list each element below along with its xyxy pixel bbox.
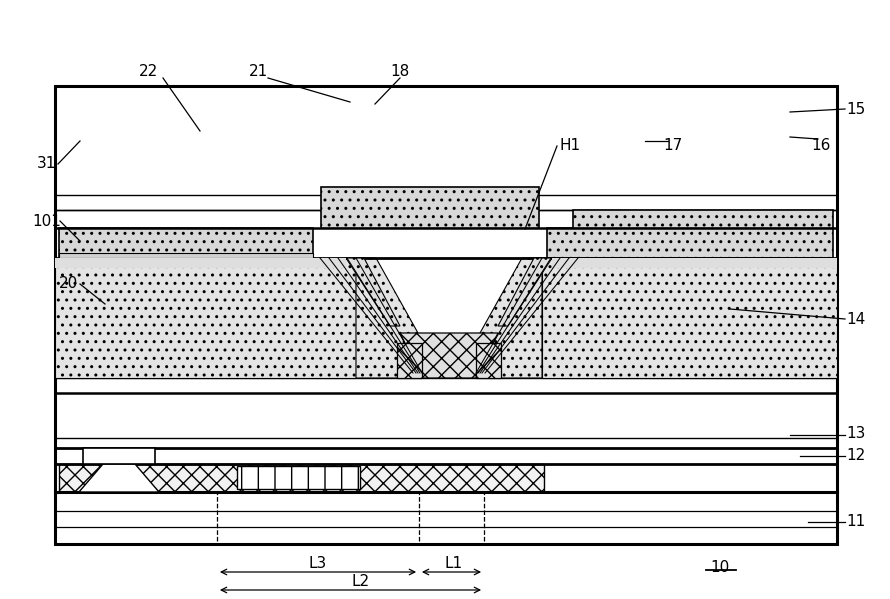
Bar [83, 448, 155, 464]
Text: 13: 13 [846, 426, 866, 441]
Text: 16: 16 [812, 138, 830, 153]
Text: 101: 101 [33, 213, 61, 228]
Text: 21: 21 [248, 65, 268, 80]
Bar [59, 228, 313, 258]
Polygon shape [55, 258, 346, 268]
Text: 17: 17 [663, 138, 683, 153]
Polygon shape [498, 258, 552, 326]
Polygon shape [466, 258, 542, 378]
Bar [397, 343, 422, 378]
Text: L1: L1 [444, 555, 463, 570]
Bar [573, 210, 833, 228]
Text: 10: 10 [710, 559, 730, 574]
Text: 20: 20 [59, 277, 77, 292]
Text: 11: 11 [846, 515, 866, 530]
Bar [237, 466, 360, 489]
Polygon shape [79, 464, 159, 492]
Text: 12: 12 [846, 449, 866, 464]
Polygon shape [55, 258, 356, 378]
Bar [321, 187, 539, 228]
Text: 22: 22 [138, 65, 158, 80]
Text: 14: 14 [846, 311, 866, 326]
Text: 15: 15 [846, 101, 866, 116]
Bar [476, 343, 501, 378]
Bar [547, 228, 833, 258]
Polygon shape [552, 258, 837, 268]
Text: L3: L3 [309, 555, 328, 570]
Bar [55, 86, 837, 544]
Polygon shape [346, 258, 400, 326]
Polygon shape [542, 258, 837, 378]
Bar [59, 464, 544, 492]
Polygon shape [356, 258, 432, 378]
Text: 18: 18 [391, 65, 409, 80]
Polygon shape [400, 333, 498, 378]
Text: 31: 31 [37, 156, 57, 171]
Text: L2: L2 [352, 573, 369, 588]
Text: H1: H1 [560, 138, 580, 153]
Bar [59, 253, 313, 258]
